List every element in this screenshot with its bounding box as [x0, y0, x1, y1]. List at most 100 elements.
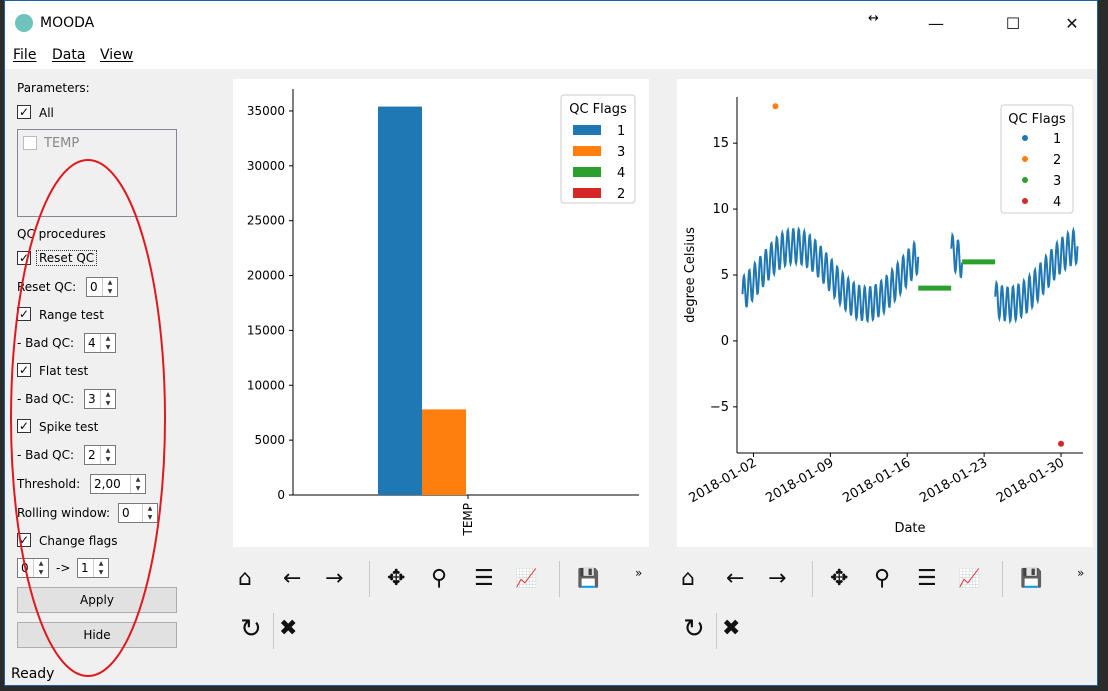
reset-qc-spinbox[interactable]: 0 ▲ ▼ — [86, 277, 118, 297]
toolbar-separator — [273, 613, 274, 649]
hide-button[interactable]: Hide — [17, 622, 177, 648]
minimize-button[interactable]: — — [928, 13, 944, 33]
back-arrow-icon[interactable]: ← — [726, 566, 745, 591]
time-series-panel: −5 0 5 10 15 2018-01-02 2018-01-09 2018-01-16 20… — [677, 79, 1093, 547]
refresh-icon[interactable]: ↻ — [240, 614, 262, 644]
y-tick-label: 25000 — [247, 214, 285, 228]
home-icon[interactable]: ⌂ — [681, 566, 695, 591]
status-bar-text: Ready — [11, 666, 55, 682]
edit-axis-icon[interactable]: 📈 — [958, 568, 981, 589]
y-tick-label: 5000 — [254, 433, 285, 447]
forward-arrow-icon[interactable]: → — [325, 566, 344, 591]
legend-label-2: 2 — [1053, 153, 1061, 168]
zoom-icon[interactable]: ⚲ — [431, 566, 448, 591]
range-test-label: Range test — [39, 308, 104, 322]
spin-arrows-icon[interactable]: ▲ ▼ — [142, 504, 157, 522]
home-icon[interactable]: ⌂ — [238, 566, 252, 591]
title-bar: MOODA ↔ — ☐ ✕ — [5, 1, 1097, 45]
close-window-button[interactable]: ✕ — [1065, 13, 1079, 33]
pan-icon[interactable]: ✥ — [387, 566, 406, 591]
legend-marker-1 — [1022, 135, 1028, 141]
spin-arrows-icon[interactable]: ▲ ▼ — [130, 475, 145, 493]
configure-subplots-icon[interactable]: ☰ — [917, 566, 937, 591]
y-axis-label: degree Celsius — [683, 227, 698, 323]
resize-cursor-icon: ↔ — [868, 11, 879, 26]
bar-chart: 0 5000 10000 15000 20000 25000 30000 35000 TEMP Q… — [247, 89, 639, 537]
parameters-label: Parameters: — [17, 81, 90, 95]
overflow-icon[interactable]: » — [635, 566, 643, 580]
spike-bad-qc-label: - Bad QC: — [17, 448, 75, 462]
series-qc-1-segment — [994, 226, 1079, 325]
annotation-ellipse — [10, 159, 166, 677]
legend-label-1: 1 — [617, 124, 625, 139]
save-icon[interactable]: 💾 — [577, 568, 600, 589]
range-bad-qc-spinbox[interactable]: 4 ▲ ▼ — [84, 333, 116, 353]
menu-file[interactable]: File — [13, 47, 37, 63]
spin-arrows-icon[interactable]: ▲ ▼ — [33, 559, 48, 577]
y-tick-label: 20000 — [247, 269, 285, 283]
x-tick-label: 2018-01-16 — [840, 455, 913, 506]
legend-swatch-4 — [573, 167, 601, 177]
overflow-icon[interactable]: » — [1077, 566, 1085, 580]
menu-view[interactable]: View — [100, 47, 134, 63]
toolbar-separator — [812, 561, 813, 597]
edit-axis-icon[interactable]: 📈 — [515, 568, 538, 589]
bar-chart-panel: 0 5000 10000 15000 20000 25000 30000 35000 TEMP Q… — [233, 79, 649, 547]
back-arrow-icon[interactable]: ← — [283, 566, 302, 591]
close-icon[interactable]: ✖ — [722, 616, 741, 641]
rolling-window-spinbox[interactable]: 0 ▲ ▼ — [118, 503, 158, 523]
change-to-value: 1 — [81, 561, 89, 575]
y-tick-label: −5 — [710, 400, 729, 415]
reset-qc-label: Reset QC: — [17, 280, 77, 294]
series-qc-4-point — [1058, 440, 1065, 447]
legend-label-3: 3 — [617, 145, 625, 160]
legend-label-2: 2 — [617, 187, 625, 202]
all-checkbox[interactable]: ✓ — [17, 105, 31, 119]
save-icon[interactable]: 💾 — [1020, 568, 1043, 589]
spin-arrows-icon[interactable]: ▲ ▼ — [102, 278, 117, 296]
refresh-icon[interactable]: ↻ — [683, 614, 705, 644]
flat-bad-qc-spinbox[interactable]: 3 ▲ ▼ — [84, 389, 116, 409]
apply-button[interactable]: Apply — [17, 587, 177, 613]
maximize-button[interactable]: ☐ — [1005, 13, 1021, 33]
close-icon[interactable]: ✖ — [279, 616, 298, 641]
flat-test-checkbox[interactable]: ✓ — [17, 363, 31, 377]
range-bad-qc-label: - Bad QC: — [17, 336, 75, 350]
x-tick-label: 2018-01-23 — [917, 455, 990, 506]
y-tick-label: 5 — [721, 268, 729, 283]
toolbar-separator — [559, 561, 560, 597]
range-bad-qc-value: 4 — [88, 336, 96, 350]
change-to-spinbox[interactable]: 1 ▲ ▼ — [77, 558, 109, 578]
legend-label-4: 4 — [1053, 195, 1061, 210]
threshold-spinbox[interactable]: 2,00 ▲ ▼ — [90, 474, 146, 494]
pan-icon[interactable]: ✥ — [830, 566, 849, 591]
temp-checkbox[interactable] — [23, 136, 37, 150]
configure-subplots-icon[interactable]: ☰ — [474, 566, 494, 591]
flat-bad-qc-value: 3 — [88, 392, 96, 406]
rolling-window-label: Rolling window: — [17, 506, 111, 520]
series-qc-1-segment — [950, 231, 964, 279]
series-qc-1 — [741, 226, 1079, 325]
spin-arrows-icon[interactable]: ▲ ▼ — [93, 559, 108, 577]
reset-qc-check-label: Reset QC — [36, 250, 98, 266]
parameter-list: TEMP — [17, 129, 177, 217]
qc-procedures-label: QC procedures — [17, 227, 106, 241]
spike-bad-qc-spinbox[interactable]: 2 ▲ ▼ — [84, 445, 116, 465]
legend-marker-4 — [1022, 198, 1028, 204]
legend-title: QC Flags — [1008, 112, 1066, 127]
spin-arrows-icon[interactable]: ▲ ▼ — [100, 390, 115, 408]
spin-arrows-icon[interactable]: ▲ ▼ — [100, 334, 115, 352]
change-flags-label: Change flags — [39, 534, 118, 548]
forward-arrow-icon[interactable]: → — [768, 566, 787, 591]
menu-data[interactable]: Data — [52, 47, 86, 63]
spike-test-checkbox[interactable]: ✓ — [17, 419, 31, 433]
x-tick-label: TEMP — [461, 503, 475, 537]
spike-test-label: Spike test — [39, 420, 99, 434]
legend-label-3: 3 — [1053, 174, 1061, 189]
zoom-icon[interactable]: ⚲ — [874, 566, 891, 591]
spin-arrows-icon[interactable]: ▲ ▼ — [100, 446, 115, 464]
y-tick-label: 10000 — [247, 378, 285, 392]
spike-bad-qc-value: 2 — [88, 448, 96, 462]
all-label: All — [39, 106, 54, 120]
x-tick-label: 2018-01-02 — [687, 455, 760, 506]
